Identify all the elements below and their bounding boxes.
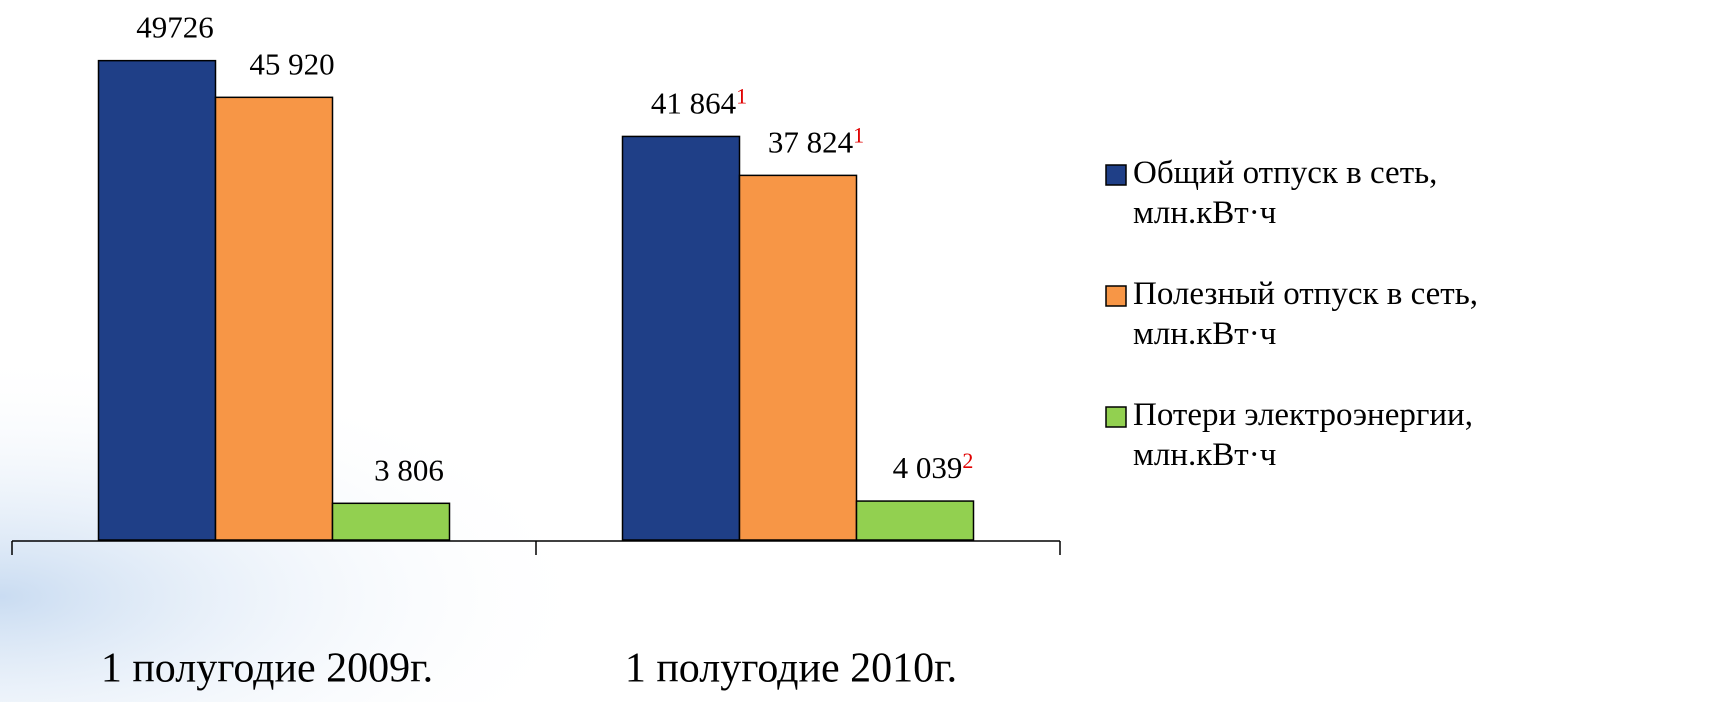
data-label: 37 8241 xyxy=(768,122,864,159)
legend-swatch xyxy=(1105,285,1127,307)
legend-swatch xyxy=(1105,406,1127,428)
data-label: 4 0392 xyxy=(893,448,974,485)
data-label: 49726 xyxy=(136,10,214,45)
legend-label: Потери электроэнергии, млн.кВт·ч xyxy=(1133,397,1481,473)
bar xyxy=(97,59,217,541)
data-label-value: 49726 xyxy=(136,10,214,45)
data-label-value: 4 039 xyxy=(893,450,963,485)
data-label-note: 2 xyxy=(962,448,973,473)
bar xyxy=(214,96,334,541)
data-label-value: 37 824 xyxy=(768,124,854,159)
legend-label: Общий отпуск в сеть, млн.кВт·ч xyxy=(1133,155,1446,231)
bar xyxy=(738,174,858,541)
x-tick-label: 1 полугодие 2009г. xyxy=(101,646,433,692)
data-label-value: 45 920 xyxy=(249,46,334,81)
data-label-value: 41 864 xyxy=(651,86,737,121)
data-label-note: 1 xyxy=(853,122,864,147)
data-label: 45 920 xyxy=(249,46,334,81)
data-label-note: 1 xyxy=(736,83,747,108)
bar xyxy=(855,500,975,541)
x-tick-label: 1 полугодие 2010г. xyxy=(625,646,957,692)
bar xyxy=(331,502,451,541)
legend-swatch xyxy=(1105,164,1127,186)
legend-label: Полезный отпуск в сеть, млн.кВт·ч xyxy=(1133,276,1486,352)
data-label: 3 806 xyxy=(374,452,444,487)
bar xyxy=(621,135,741,541)
data-label-value: 3 806 xyxy=(374,452,444,487)
data-label: 41 8641 xyxy=(651,83,747,120)
